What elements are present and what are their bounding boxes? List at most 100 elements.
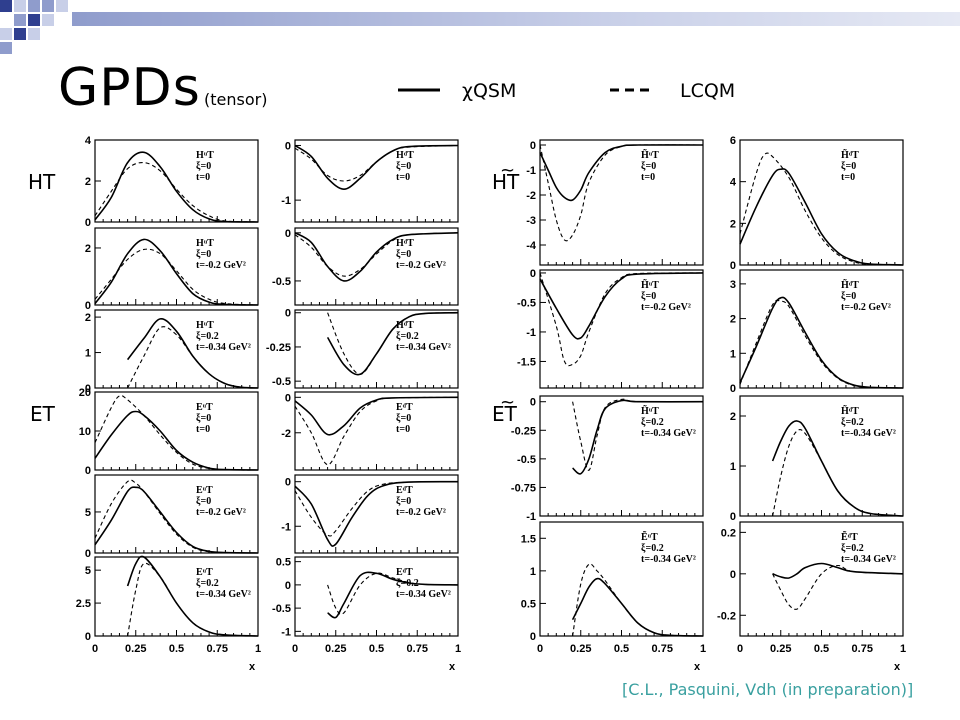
col0-xtick-label-2: 0.5: [169, 643, 184, 655]
series-chiqsm-HtTu_t02: [539, 272, 704, 340]
panel-HTd_xi02-annotation-1: ξ=0.2: [396, 331, 419, 342]
panel-HTu_t0-ytick-label-0: 0: [85, 217, 91, 229]
credit-citation: [C.L., Pasquini, Vdh (in preparation)]: [622, 680, 914, 699]
deco-square-9: [42, 0, 54, 12]
deco-square-1: [0, 0, 12, 12]
panel-frame-HTd_t0: [294, 139, 459, 223]
panel-HTd_t02-annotation-1: ξ=0: [396, 249, 411, 260]
deco-top-bar: [72, 12, 960, 26]
panel-HTd_t0-ytick-label-1: -1: [281, 195, 291, 207]
series-lcqm-EtTd_xi02: [772, 564, 904, 610]
col3-xtick-label-0: 0: [737, 643, 743, 655]
series-lcqm-ETu_t0: [94, 394, 259, 471]
panel-frame-EtTd_xi02: [739, 521, 904, 637]
series-chiqsm-HtTu_t0: [539, 144, 704, 202]
series-chiqsm-HTd_xi02: [326, 311, 459, 376]
series-chiqsm-HtTu_xi02: [572, 399, 704, 475]
series-lcqm-HtTd_t02: [739, 299, 904, 389]
deco-square-4: [14, 14, 26, 26]
deco-square-11: [56, 0, 68, 12]
series-lcqm-HtTd_xi02: [772, 429, 904, 517]
series-chiqsm-HTu_xi02: [126, 318, 259, 389]
panel-ETd_xi02-ytick-label-2: -0.5: [272, 603, 291, 615]
series-chiqsm-HtTd_xi02: [771, 420, 904, 517]
panel-ETd_xi02-annotation-2: t=-0.34 GeV²: [396, 589, 451, 600]
series-lcqm-EtTu_xi02: [572, 563, 704, 637]
panel-HtTu_t02-ytick-label-2: -1: [526, 327, 536, 339]
col2-xtick-label-1: 0.25: [570, 643, 591, 655]
panel-HtTd_t0-ytick-label-1: 2: [730, 218, 736, 230]
panel-frame-HtTu_xi02: [539, 395, 704, 517]
panel-HtTu_t02-ytick-label-3: -1.5: [517, 356, 536, 368]
panel-HtTd_t02-annotation-1: ξ=0: [841, 291, 856, 302]
row-label-et: ET: [30, 402, 55, 426]
panel-ETu_xi02-annotation-1: ξ=0.2: [196, 578, 219, 589]
panel-frame-HtTu_t0: [539, 139, 704, 266]
panel-ETd_t0-annotation-2: t=0: [396, 424, 410, 435]
col2-xaxis-label: x: [694, 661, 701, 673]
panel-EtTu_xi02-ytick-label-2: 1: [530, 566, 536, 578]
panel-HtTu_t02-ytick-label-0: 0: [530, 268, 536, 280]
panel-HtTu_t02-annotation-0: H̃ᵘT: [641, 278, 659, 291]
series-chiqsm-HTd_t0: [294, 144, 459, 191]
col1-xtick-label-4: 1: [455, 643, 461, 655]
col1-xtick-label-3: 0.75: [407, 643, 428, 655]
col0-xtick-label-1: 0.25: [125, 643, 146, 655]
deco-square-8: [28, 28, 40, 40]
series-chiqsm-HTu_t02: [94, 238, 259, 306]
panel-HTd_xi02-ytick-label-0: 0: [285, 308, 291, 320]
panel-HtTu_t0-ytick-label-0: 0: [530, 140, 536, 152]
series-chiqsm-HtTd_t02: [739, 296, 904, 389]
col1-xtick-label-2: 0.5: [369, 643, 384, 655]
col0-xtick-label-0: 0: [92, 643, 98, 655]
col2-xtick-label-4: 1: [700, 643, 706, 655]
panel-HtTd_t0-annotation-0: H̃ᵈT: [841, 148, 859, 161]
deco-square-7: [14, 28, 26, 40]
panel-HtTd_t02-annotation-2: t=-0.2 GeV²: [841, 302, 891, 313]
panel-HtTd_xi02-annotation-0: H̃ᵈT: [841, 404, 859, 417]
panel-ETu_t0-annotation-2: t=0: [196, 424, 210, 435]
panel-HtTd_xi02-ytick-label-2: 2: [730, 411, 736, 423]
panel-HTd_t0-annotation-0: HᵈT: [396, 150, 414, 161]
panel-HtTd_t02-ytick-label-3: 3: [730, 279, 736, 291]
panel-HTu_xi02-annotation-0: HᵘT: [196, 320, 214, 331]
panel-HtTu_xi02-annotation-2: t=-0.34 GeV²: [641, 428, 696, 439]
series-chiqsm-EtTu_xi02: [571, 577, 704, 637]
panel-HtTu_xi02-annotation-1: ξ=0.2: [641, 417, 664, 428]
panel-ETu_t02-annotation-0: EᵘT: [196, 485, 213, 496]
panel-ETu_xi02-annotation-2: t=-0.34 GeV²: [196, 589, 251, 600]
series-chiqsm-HTd_t02: [294, 232, 459, 282]
panel-EtTd_xi02-ytick-label-2: -0.2: [717, 610, 736, 622]
panel-HtTu_t02-annotation-2: t=-0.2 GeV²: [641, 302, 691, 313]
panel-frame-EtTu_xi02: [539, 521, 704, 637]
panel-ETu_xi02-ytick-label-1: 2.5: [76, 598, 91, 610]
panel-ETu_t0-ytick-label-0: 0: [85, 465, 91, 477]
panel-EtTu_xi02-annotation-0: ẼᵘT: [641, 531, 658, 543]
panel-frame-HtTd_t02: [739, 269, 904, 389]
panel-HtTu_t0-annotation-1: ξ=0: [641, 161, 656, 172]
series-lcqm-HtTd_t0: [739, 152, 904, 266]
panel-EtTd_xi02-annotation-1: ξ=0.2: [841, 543, 864, 554]
panel-ETu_t0-annotation-1: ξ=0: [196, 413, 211, 424]
col1-xaxis-label: x: [449, 661, 456, 673]
panel-frame-ETu_t0: [94, 391, 259, 471]
panel-ETd_t02-ytick-label-0: 0: [285, 477, 291, 489]
panel-frame-HtTu_t02: [539, 269, 704, 389]
panel-HTd_t02-annotation-0: HᵈT: [396, 238, 414, 249]
tilde-mark: ~: [500, 392, 516, 413]
panel-ETd_t0-ytick-label-0: 0: [285, 392, 291, 404]
series-chiqsm-ETu_xi02: [126, 555, 259, 637]
panel-HTd_t0-annotation-1: ξ=0: [396, 161, 411, 172]
panel-ETd_xi02-annotation-1: ξ=0.2: [396, 578, 419, 589]
series-lcqm-HTd_t0: [294, 144, 459, 182]
series-chiqsm-HTu_t0: [94, 151, 259, 223]
panel-HtTu_t0-annotation-0: H̃ᵘT: [641, 148, 659, 161]
deco-square-12: [0, 42, 12, 54]
panel-EtTd_xi02-ytick-label-1: 0: [730, 569, 736, 581]
panel-HtTu_t0-ytick-label-3: -3: [526, 215, 536, 227]
panel-HtTd_t0-ytick-label-2: 4: [730, 177, 737, 189]
panel-HtTd_t02-ytick-label-2: 2: [730, 314, 736, 326]
panel-HTu_t02-ytick-label-0: 0: [85, 300, 91, 312]
row-label-ht-tilde-text: HT: [492, 170, 520, 194]
